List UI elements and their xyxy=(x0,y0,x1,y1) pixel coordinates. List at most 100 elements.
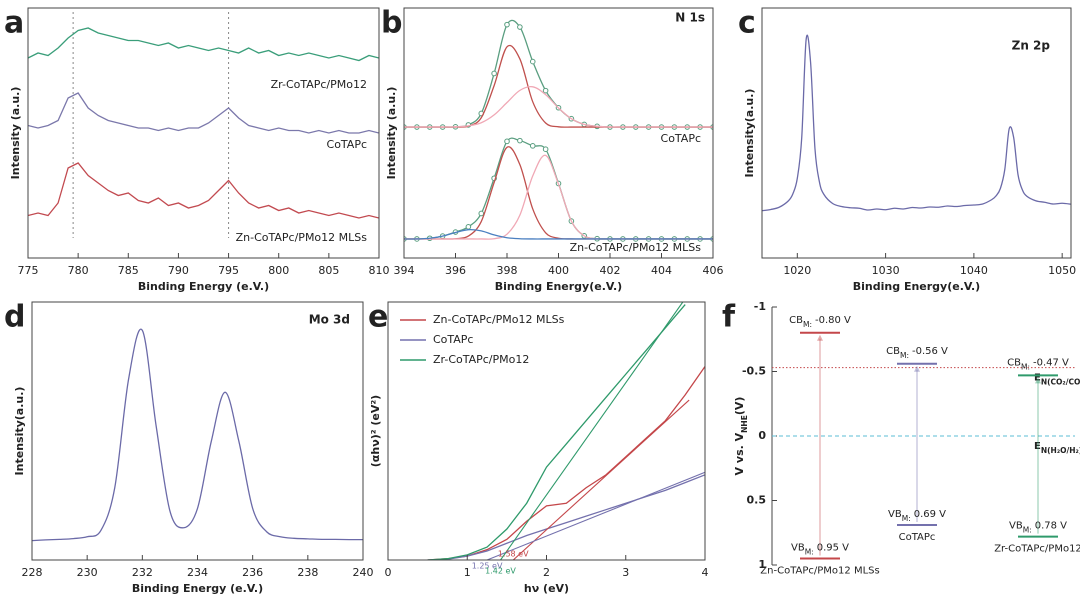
plot-area xyxy=(762,34,1071,212)
x-tick-label: 795 xyxy=(218,264,239,277)
y-axis-label: (αhν)² (eV²) xyxy=(369,395,382,467)
panel-letter: a xyxy=(4,6,24,41)
x-tick-label: 2 xyxy=(543,566,550,579)
label-part: -0.80 V xyxy=(815,315,851,326)
subscript: N(H₂O/H₂) xyxy=(1041,446,1080,455)
x-tick-label: 3 xyxy=(622,566,629,579)
x-tick-label: 790 xyxy=(168,264,189,277)
x-tick-label: 404 xyxy=(651,264,672,277)
label-part: 0.69 V xyxy=(914,509,946,520)
subscript: M: xyxy=(803,319,812,328)
x-tick-label: 232 xyxy=(132,566,153,579)
x-tick-label: 236 xyxy=(242,566,263,579)
label: V vs. VNHE(V) xyxy=(733,397,749,476)
series-line xyxy=(28,27,379,62)
series-label: CoTAPc xyxy=(661,132,701,145)
tangent-line xyxy=(512,399,690,560)
x-tick-label: 400 xyxy=(548,264,569,277)
y-tick-label: -1 xyxy=(754,300,766,313)
series-label: Zr-CoTAPc/PMo12 xyxy=(271,78,367,91)
panel-letter: e xyxy=(368,300,388,335)
category-label: Zn-CoTAPc/PMo12 MLSs xyxy=(760,566,879,577)
label-part: E xyxy=(1034,441,1041,452)
subscript: M: xyxy=(1021,362,1030,371)
y-axis-label: Intensity(a.u.) xyxy=(743,89,756,178)
x-axis-label: Binding Energy(e.V.) xyxy=(853,280,980,293)
series-line xyxy=(427,304,686,560)
x-tick-label: 406 xyxy=(703,264,724,277)
subscript: M: xyxy=(902,514,911,523)
label-part: -0.56 V xyxy=(912,346,948,357)
series-label: Zn-CoTAPc/PMo12 MLSs xyxy=(570,241,702,254)
data-point xyxy=(465,224,472,230)
x-tick-label: 398 xyxy=(497,264,518,277)
subscript: N(CO₂/CO) xyxy=(1041,377,1080,386)
x-tick-label: 1040 xyxy=(960,264,988,277)
series-label: Zn-CoTAPc/PMo12 MLSs xyxy=(236,231,368,244)
x-tick-label: 394 xyxy=(394,264,415,277)
annotation: 1.25 eV xyxy=(472,562,503,571)
x-tick-label: 4 xyxy=(702,566,709,579)
label: EN(CO₂/CO) xyxy=(1034,373,1080,387)
series-line xyxy=(404,86,713,128)
x-tick-label: 228 xyxy=(22,566,43,579)
series-line xyxy=(762,34,1071,212)
label-part: CB xyxy=(886,346,900,357)
x-tick-label: 402 xyxy=(600,264,621,277)
label: VBM: 0.78 V xyxy=(1009,521,1067,535)
plot-frame xyxy=(761,7,1072,259)
subscript: NHE xyxy=(740,415,749,433)
x-tick-label: 1 xyxy=(464,566,471,579)
subscript: M: xyxy=(805,547,814,556)
x-tick-label: 800 xyxy=(268,264,289,277)
subscript: M: xyxy=(1023,525,1032,534)
y-tick-label: 0 xyxy=(758,429,766,442)
x-axis-label: hν (eV) xyxy=(524,582,569,595)
legend-label: CoTAPc xyxy=(433,333,473,346)
y-tick-label: -0.5 xyxy=(742,365,766,378)
label-part: (V) xyxy=(733,397,746,416)
x-tick-label: 775 xyxy=(18,264,39,277)
x-tick-label: 780 xyxy=(68,264,89,277)
label: CBM: -0.80 V xyxy=(789,315,851,329)
x-tick-label: 1030 xyxy=(872,264,900,277)
label-part: CB xyxy=(1007,357,1021,368)
x-tick-label: 1020 xyxy=(783,264,811,277)
x-tick-label: 805 xyxy=(318,264,339,277)
label: VBM: 0.95 V xyxy=(791,543,849,557)
annotation: 1.58 eV xyxy=(498,550,529,559)
plot-area xyxy=(427,302,705,560)
x-tick-label: 785 xyxy=(118,264,139,277)
category-label: Zr-CoTAPc/PMo12 xyxy=(994,544,1080,555)
data-point xyxy=(529,58,536,65)
series-label: CoTAPc xyxy=(327,138,367,151)
panel-letter: c xyxy=(738,6,756,41)
label-part: E xyxy=(1034,373,1041,384)
legend-label: Zr-CoTAPc/PMo12 xyxy=(433,353,529,366)
label: EN(H₂O/H₂) xyxy=(1034,441,1080,455)
data-point xyxy=(504,138,510,145)
label-part: 0.95 V xyxy=(817,543,849,554)
panel-letter: d xyxy=(4,300,25,335)
annotation: 1.42 eV xyxy=(485,567,516,576)
panel-title: Mo 3d xyxy=(309,313,350,327)
label-part: 0.78 V xyxy=(1035,521,1067,532)
tangent-line xyxy=(500,302,684,560)
label: CBM: -0.56 V xyxy=(886,346,948,360)
panel-letter: b xyxy=(381,6,402,41)
label-part: V vs. V xyxy=(733,432,746,475)
category-label: CoTAPc xyxy=(899,532,936,543)
x-axis-label: Binding Energy (e.V.) xyxy=(138,280,269,293)
x-tick-label: 1050 xyxy=(1048,264,1076,277)
data-point xyxy=(517,137,523,144)
plot-area xyxy=(28,12,379,238)
plot-area xyxy=(32,328,363,542)
y-tick-label: 0.5 xyxy=(747,494,767,507)
panel-title: N 1s xyxy=(675,11,705,25)
label-part: VB xyxy=(791,543,805,554)
series-line xyxy=(427,474,705,560)
data-point xyxy=(504,21,510,28)
x-tick-label: 238 xyxy=(297,566,318,579)
x-tick-label: 230 xyxy=(77,566,98,579)
